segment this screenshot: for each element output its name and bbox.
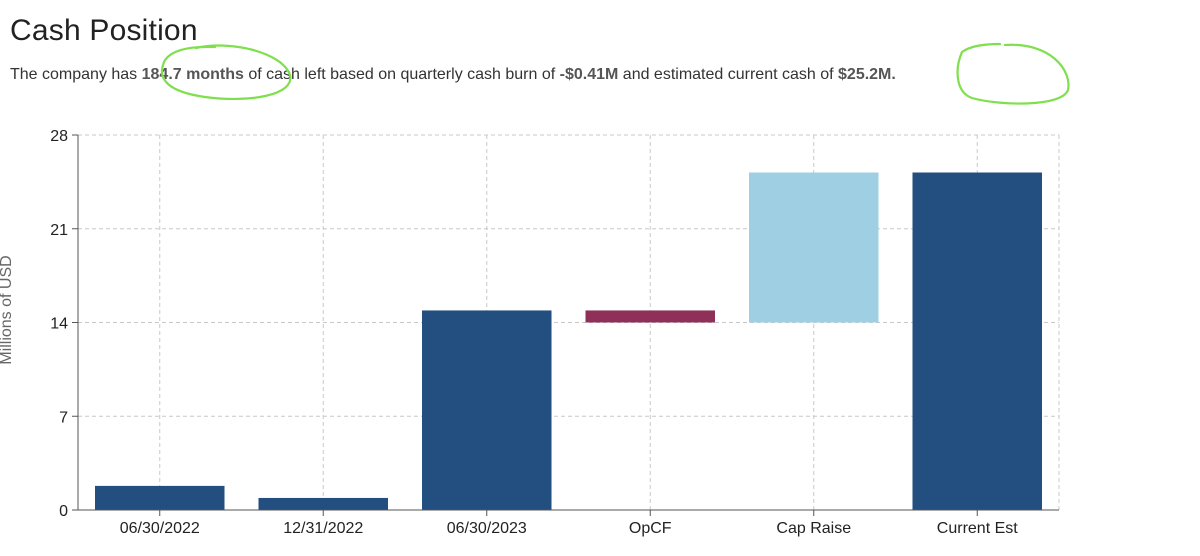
x-tick-label: OpCF (629, 520, 672, 537)
y-tick-label: 0 (59, 503, 68, 520)
y-tick-label: 21 (50, 222, 68, 239)
quarterly-burn-value: -$0.41M (559, 66, 619, 83)
y-tick-label: 14 (50, 316, 68, 333)
chart-bars (95, 172, 1042, 510)
annotation-circle-months (160, 44, 292, 100)
x-tick-label: Current Est (937, 520, 1018, 537)
bar-06-30-2022 (95, 485, 225, 510)
cash-summary: The company has 184.7 months of cash lef… (10, 66, 896, 84)
bar-06-30-2023 (422, 310, 552, 510)
chart-grid (78, 134, 1060, 510)
current-cash-value: $25.2M. (838, 66, 896, 83)
hand-annotations (160, 42, 1070, 105)
summary-mid-1: of cash left based on quarterly cash bur… (243, 66, 560, 83)
bar-opcf (585, 310, 715, 323)
x-tick-label: 06/30/2022 (120, 520, 200, 537)
summary-mid-2: and estimated current cash of (618, 66, 839, 83)
y-tick-label: 28 (50, 128, 68, 145)
x-tick-label: Cap Raise (776, 520, 851, 537)
bar-12-31-2022 (258, 497, 388, 510)
chart-title: Cash Position (10, 14, 198, 47)
x-tick-label: 06/30/2023 (447, 520, 527, 537)
bar-cap-raise (749, 172, 879, 323)
bar-current-est (912, 172, 1042, 510)
months-left-value: 184.7 months (141, 66, 244, 83)
summary-prefix: The company has (10, 66, 142, 83)
y-axis-label: Millions of USD (0, 255, 15, 364)
x-tick-label: 12/31/2022 (283, 520, 363, 537)
chart-tick-labels: 0 7 14 21 28 06/30/2022 12/31/2022 06/30/2023 Op… (50, 128, 1018, 537)
annotation-circle-cash (956, 42, 1070, 105)
y-tick-label: 7 (59, 409, 68, 426)
chart-axes (72, 134, 1059, 516)
